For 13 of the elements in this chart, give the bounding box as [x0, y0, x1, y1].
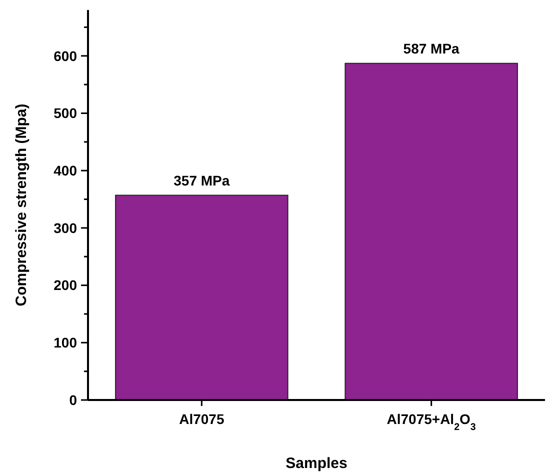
data-label: 357 MPa: [174, 172, 230, 188]
y-tick-label: 300: [54, 220, 78, 236]
y-tick-label: 200: [54, 277, 78, 294]
data-label: 587 MPa: [403, 40, 460, 56]
y-tick-label: 600: [54, 48, 78, 64]
y-tick-label: 400: [54, 162, 78, 178]
y-tick-label: 500: [54, 105, 78, 122]
x-axis-title: Samples: [286, 455, 348, 472]
y-tick-label: 100: [54, 334, 78, 351]
x-tick-label: Al7075: [179, 411, 224, 427]
y-tick-label: 0: [69, 392, 78, 408]
x-tick-label: Al7075+Al$_{2}$O$_{3}$: [386, 411, 476, 432]
y-axis-title: Compressive strength (Mpa): [13, 104, 30, 306]
